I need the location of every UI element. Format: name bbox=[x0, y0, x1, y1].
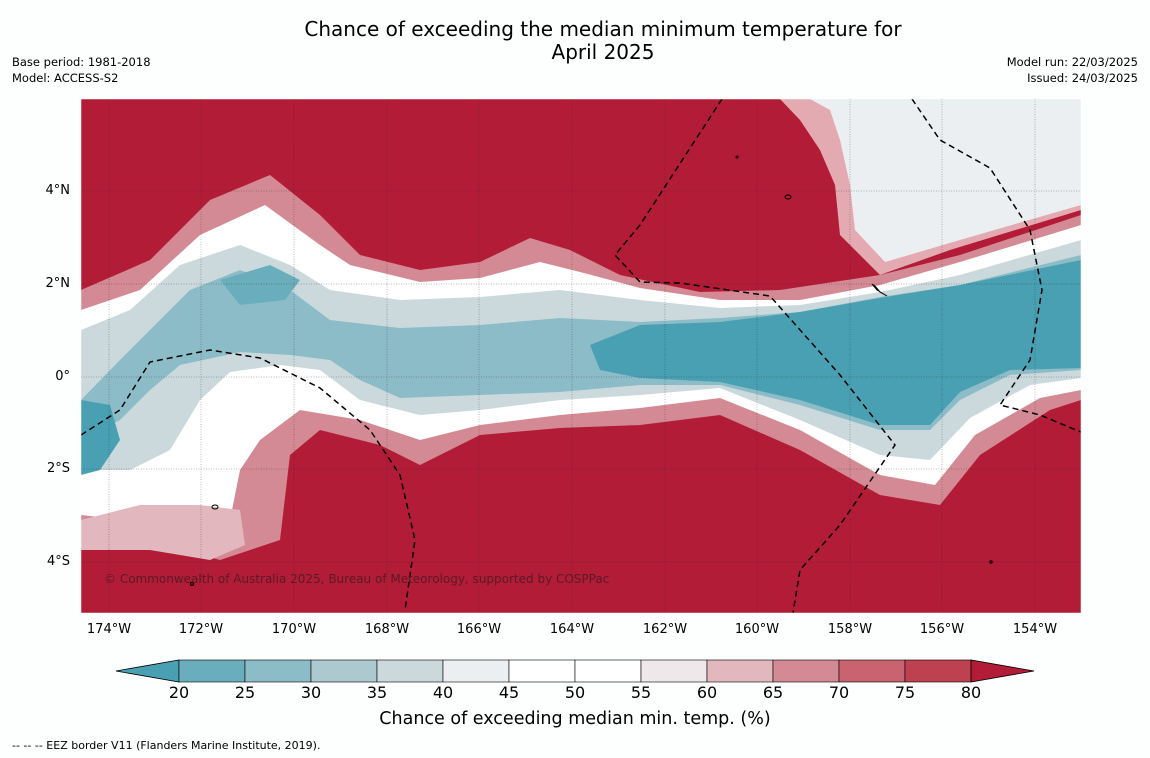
eez-border-line bbox=[911, 99, 1081, 433]
contour-west-20 bbox=[81, 400, 120, 475]
eez-footnote: -- -- -- EEZ border V11 (Flanders Marine… bbox=[12, 739, 321, 752]
colorbar-segment bbox=[442, 659, 510, 683]
colorbar-segment bbox=[178, 659, 246, 683]
colorbar-tick: 50 bbox=[564, 683, 586, 702]
lat-label: 0° bbox=[55, 369, 70, 384]
map-frame bbox=[80, 98, 1082, 614]
lon-label: 158°W bbox=[827, 622, 873, 637]
colorbar-tick: 65 bbox=[762, 683, 784, 702]
colorbar-segment bbox=[376, 659, 444, 683]
island-shape bbox=[871, 283, 888, 297]
lat-label: 4°S bbox=[46, 554, 70, 569]
model-run: Model run: 22/03/2025 bbox=[1006, 55, 1138, 69]
island-shape bbox=[190, 582, 194, 586]
colorbar-tick: 80 bbox=[960, 683, 982, 702]
meta-left: Base period: 1981-2018 Model: ACCESS-S2 bbox=[12, 54, 151, 86]
islands bbox=[190, 155, 993, 586]
lon-label: 166°W bbox=[456, 622, 502, 637]
lon-label: 156°W bbox=[919, 622, 965, 637]
island-shape bbox=[211, 504, 219, 510]
colorbar-segment bbox=[640, 659, 708, 683]
lat-label: 4°N bbox=[45, 183, 71, 198]
colorbar-tick: 55 bbox=[630, 683, 652, 702]
map-plot-area bbox=[81, 99, 1081, 613]
eez-border-line bbox=[81, 349, 416, 611]
colorbar-segment bbox=[508, 659, 576, 683]
map-title: Chance of exceeding the median minimum t… bbox=[0, 18, 1150, 64]
contour-ne-light bbox=[810, 99, 1081, 262]
copyright-notice: © Commonwealth of Australia 2025, Bureau… bbox=[104, 572, 610, 586]
colorbar-tick: 30 bbox=[300, 683, 322, 702]
colorbar-extend-low bbox=[115, 659, 180, 683]
colorbar-segment bbox=[310, 659, 378, 683]
base-period: Base period: 1981-2018 bbox=[12, 55, 151, 69]
eez-borders bbox=[81, 99, 1081, 613]
lat-label: 2°S bbox=[46, 461, 70, 476]
title-line-2: April 2025 bbox=[551, 40, 655, 64]
contour-band-20 bbox=[590, 260, 1081, 425]
lon-label: 170°W bbox=[271, 622, 317, 637]
colorbar-tick: 40 bbox=[432, 683, 454, 702]
colorbar-segment bbox=[772, 659, 840, 683]
colorbar-segment bbox=[574, 659, 642, 683]
lon-label: 168°W bbox=[364, 622, 410, 637]
lon-label: 162°W bbox=[642, 622, 688, 637]
colorbar-tick: 70 bbox=[828, 683, 850, 702]
colorbar-tick: 45 bbox=[498, 683, 520, 702]
colorbar-label: Chance of exceeding median min. temp. (%… bbox=[379, 709, 771, 729]
colorbar-tick: 25 bbox=[234, 683, 256, 702]
colorbar-segment bbox=[706, 659, 774, 683]
lon-label: 160°W bbox=[734, 622, 780, 637]
issued-date: Issued: 24/03/2025 bbox=[1027, 71, 1138, 85]
colorbar-tick: 20 bbox=[168, 683, 190, 702]
contour-sw-pale bbox=[81, 505, 245, 560]
colorbar-segment bbox=[904, 659, 972, 683]
colorbar-segment bbox=[838, 659, 906, 683]
colorbar-segment bbox=[244, 659, 312, 683]
title-line-1: Chance of exceeding the median minimum t… bbox=[304, 17, 902, 41]
colorbar-extend-high bbox=[970, 659, 1035, 683]
lon-label: 172°W bbox=[178, 622, 224, 637]
lat-label: 2°N bbox=[45, 276, 71, 291]
colorbar-tick: 35 bbox=[366, 683, 388, 702]
lon-label: 164°W bbox=[549, 622, 595, 637]
colorbar-tick: 60 bbox=[696, 683, 718, 702]
island-shape bbox=[989, 560, 993, 564]
meta-right: Model run: 22/03/2025 Issued: 24/03/2025 bbox=[1007, 54, 1138, 86]
contour-west-30 bbox=[220, 265, 300, 305]
island-shape bbox=[735, 155, 739, 159]
lon-label: 154°W bbox=[1012, 622, 1058, 637]
island-shape bbox=[784, 194, 792, 200]
graticule bbox=[81, 99, 1081, 613]
model-name: Model: ACCESS-S2 bbox=[12, 71, 119, 85]
lon-label: 174°W bbox=[86, 622, 132, 637]
colorbar-tick: 75 bbox=[894, 683, 916, 702]
